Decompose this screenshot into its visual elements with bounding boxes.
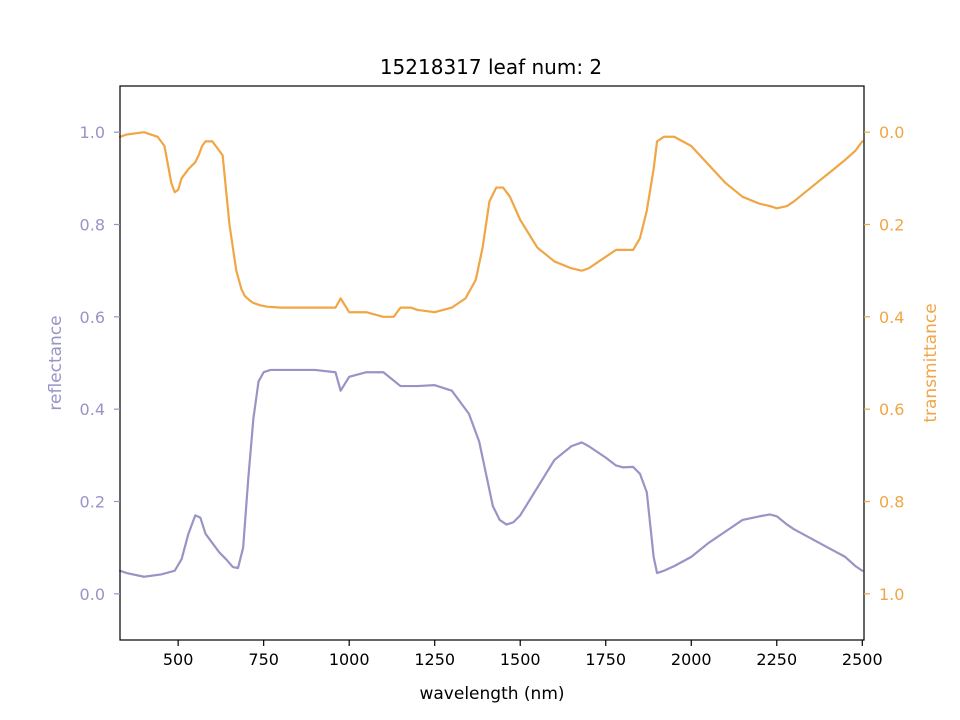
y-axis-right-label: transmittance — [921, 303, 941, 422]
series-line-reflectance — [118, 368, 864, 578]
y-left-tick-label: 0.8 — [80, 216, 105, 235]
x-tick-label: 1250 — [414, 650, 455, 669]
y-right-tick-label: 0.8 — [879, 493, 904, 512]
x-tick-label: 2500 — [842, 650, 883, 669]
y-right-axis: 0.0 0.2 0.4 0.6 0.8 1.0 — [864, 123, 904, 604]
plot-frame — [119, 85, 865, 641]
y-left-tick-label: 0.6 — [80, 308, 105, 327]
y-axis-left-label: reflectance — [46, 315, 66, 410]
y-left-tick-label: 0.4 — [80, 400, 105, 419]
x-tick-label: 1500 — [500, 650, 541, 669]
y-left-axis: 0.0 0.2 0.4 0.6 0.8 1.0 — [80, 123, 120, 604]
x-axis-label: wavelength (nm) — [419, 684, 564, 704]
x-tick-label: 1000 — [329, 650, 370, 669]
y-right-tick-label: 0.2 — [879, 216, 904, 235]
y-left-tick-label: 0.2 — [80, 493, 105, 512]
x-tick-label: 750 — [248, 650, 279, 669]
x-tick-label: 500 — [163, 650, 194, 669]
x-tick-label: 2000 — [671, 650, 712, 669]
y-right-tick-label: 0.6 — [879, 400, 904, 419]
y-right-tick-label: 1.0 — [879, 585, 904, 604]
chart-title: 15218317 leaf num: 2 — [380, 55, 602, 79]
x-axis: 500 750 1000 1250 1500 1750 2000 2250 2500 — [163, 640, 883, 669]
y-right-tick-label: 0.0 — [879, 123, 904, 142]
y-right-tick-label: 0.4 — [879, 308, 904, 327]
x-tick-label: 1750 — [585, 650, 626, 669]
y-left-tick-label: 1.0 — [80, 123, 105, 142]
series-line-transmittance — [118, 131, 864, 318]
y-left-tick-label: 0.0 — [80, 585, 105, 604]
x-tick-label: 2250 — [756, 650, 797, 669]
series-layer — [118, 131, 864, 578]
